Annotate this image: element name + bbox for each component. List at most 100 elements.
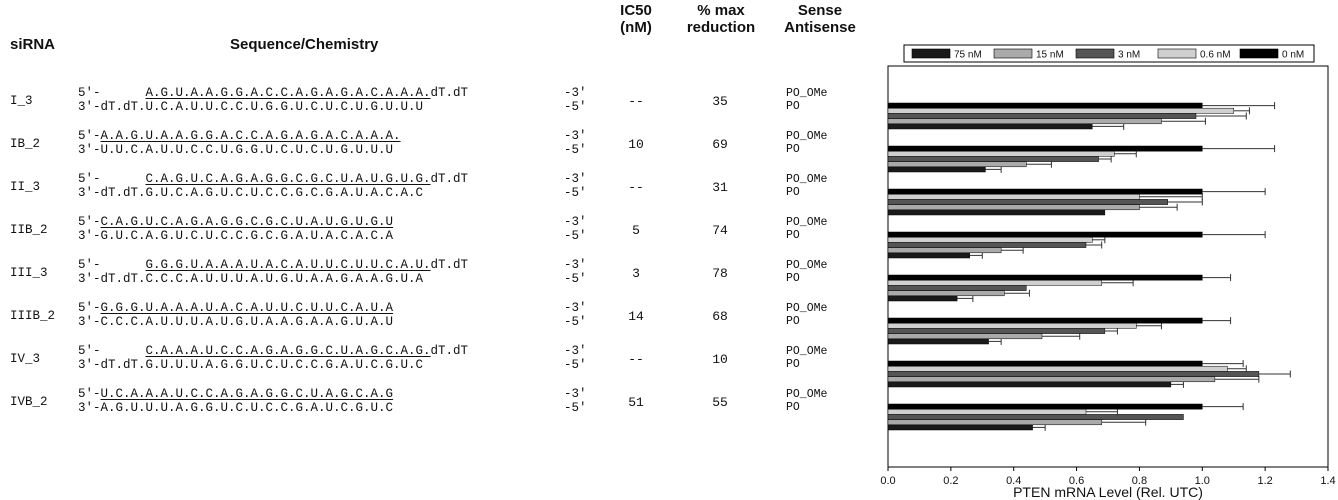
strand-end-5: -5'	[564, 229, 587, 243]
sense-sequence: C.A.G.U.C.A.G.A.G.G.C.G.C.U.A.U.G.U.G.	[145, 172, 431, 186]
legend-label: 0 nM	[1282, 50, 1304, 61]
sense-strand: A.A.G.U.A.A.G.G.A.C.C.A.G.A.G.A.C.A.A.A.	[101, 129, 401, 143]
ic50-value: 51	[628, 395, 644, 410]
header-sirna: siRNA	[10, 36, 56, 53]
strand-prefix-3: 3'-dT.dT.	[78, 186, 146, 200]
bar-75nM-II_3	[887, 209, 1106, 216]
header-max-reduction: % max reduction	[676, 2, 766, 36]
strand-prefix-5: 5'-	[78, 215, 101, 229]
bar-0nM-IVB_2	[887, 403, 1203, 410]
legend-swatch	[1239, 48, 1279, 59]
bar-06nM-IIIB_2	[887, 322, 1137, 329]
ic50-value: 10	[628, 137, 644, 152]
antisense-strand: C.C.C.A.U.U.U.A.U.G.U.A.A.G.A.A.G.U.A.U	[100, 315, 394, 329]
bar-0nM-IB_2	[887, 145, 1203, 152]
antisense-strand: G.U.U.U.A.G.G.U.C.U.C.C.G.A.U.C.G.U.C	[145, 358, 424, 372]
max-reduction-value: 35	[712, 94, 728, 109]
strand-prefix-5: 5'-	[78, 258, 101, 272]
header-maxred-line2: reduction	[686, 19, 756, 36]
bar-06nM-I_3	[887, 107, 1234, 114]
strand-end-3: -3'	[564, 258, 587, 272]
antisense-chemistry: PO	[786, 143, 800, 156]
strand-prefix-5: 5'-	[78, 172, 101, 186]
bar-15nM-III_3	[887, 290, 1005, 297]
ic50-value: 3	[632, 266, 640, 281]
max-reduction-value: 74	[712, 223, 728, 238]
bar-0nM-IV_3	[887, 360, 1203, 367]
antisense-chemistry: PO	[786, 186, 800, 199]
sense-chemistry: PO_OMe	[786, 345, 828, 358]
bar-75nM-IIB_2	[887, 252, 970, 259]
ic50-value: --	[628, 94, 644, 109]
sense-overhang: dT.dT	[430, 86, 469, 100]
strand-prefix-3: 3'-	[78, 401, 101, 415]
sense-sequence: G.G.G.U.A.A.A.U.A.C.A.U.U.C.U.U.C.A.U.A	[100, 301, 394, 315]
strand-prefix-5: 5'-	[78, 387, 101, 401]
sirna-name: IIIB_2	[10, 309, 56, 323]
antisense-strand: C.C.C.A.U.U.U.A.U.G.U.A.A.G.A.A.G.U.A	[145, 272, 424, 286]
strand-end-3: -3'	[564, 129, 587, 143]
sense-overhang: dT.dT	[430, 344, 469, 358]
strand-end-5: -5'	[564, 358, 587, 372]
bar-06nM-III_3	[887, 279, 1102, 286]
bar-0nM-II_3	[887, 188, 1203, 195]
bar-3nM-IIIB_2	[887, 328, 1106, 334]
sense-strand: U.C.A.A.A.U.C.C.A.G.A.G.G.C.U.A.G.C.A.G	[101, 387, 394, 401]
strand-prefix-3: 3'-dT.dT.	[78, 100, 146, 114]
legend-label: 0.6 nM	[1200, 50, 1231, 61]
antisense-chemistry: PO	[786, 401, 800, 414]
header-sense-line1: Sense	[797, 2, 843, 19]
antisense-chemistry: PO	[786, 315, 800, 328]
x-tick-label: 1.2	[1257, 475, 1272, 487]
strand-prefix-3: 3'-dT.dT.	[78, 272, 146, 286]
bar-3nM-IV_3	[887, 371, 1260, 377]
sense-sequence: C.A.A.A.U.C.C.A.G.A.G.G.C.U.A.G.C.A.G.	[145, 344, 431, 358]
sense-strand: C.A.G.U.C.A.G.A.G.G.C.G.C.U.A.U.G.U.G.U	[101, 215, 394, 229]
sirna-name: IIB_2	[10, 223, 48, 237]
strand-prefix-5: 5'-	[78, 86, 101, 100]
max-reduction-value: 55	[712, 395, 728, 410]
x-axis-label: PTEN mRNA Level (Rel. UTC)	[1013, 484, 1203, 500]
strand-end-5: -5'	[564, 100, 587, 114]
bar-15nM-I_3	[887, 118, 1162, 125]
sense-sequence: A.A.G.U.A.A.G.G.A.C.C.A.G.A.G.A.C.A.A.A.	[100, 129, 401, 143]
legend-swatch	[993, 48, 1033, 59]
bar-0nM-III_3	[887, 274, 1203, 281]
plot-frame	[887, 65, 1329, 468]
legend-label: 15 nM	[1036, 50, 1064, 61]
header-sense-line2: Antisense	[784, 19, 856, 36]
bar-15nM-IIB_2	[887, 247, 1002, 254]
sense-sequence: C.A.G.U.C.A.G.A.G.G.C.G.C.U.A.U.G.U.G.U	[100, 215, 394, 229]
strand-prefix-3: 3'-dT.dT.	[78, 358, 146, 372]
bar-75nM-I_3	[887, 123, 1093, 130]
strand-prefix-3: 3'-	[78, 315, 101, 329]
sirna-name: II_3	[10, 180, 41, 194]
sense-overhang: dT.dT	[430, 172, 469, 186]
strand-end-3: -3'	[564, 86, 587, 100]
legend-swatch	[1157, 48, 1197, 59]
legend-label: 75 nM	[954, 50, 982, 61]
strand-end-5: -5'	[564, 315, 587, 329]
bar-06nM-IV_3	[887, 365, 1228, 372]
ic50-value: --	[628, 352, 644, 367]
bar-0nM-IIIB_2	[887, 317, 1203, 324]
antisense-strand: U.U.C.A.U.U.C.C.U.G.G.U.C.U.C.U.G.U.U.U	[100, 143, 394, 157]
bar-75nM-IB_2	[887, 166, 986, 173]
bar-0nM-IIB_2	[887, 231, 1203, 238]
sense-strand: G.G.G.U.A.A.A.U.A.C.A.U.U.C.U.U.C.A.U.dT…	[146, 258, 469, 272]
strand-end-3: -3'	[564, 301, 587, 315]
bar-15nM-II_3	[887, 204, 1140, 211]
strand-end-3: -3'	[564, 387, 587, 401]
x-tick-label: 1.4	[1320, 475, 1335, 487]
sense-chemistry: PO_OMe	[786, 87, 828, 100]
sense-strand: C.A.G.U.C.A.G.A.G.G.C.G.C.U.A.U.G.U.G.dT…	[146, 172, 469, 186]
strand-end-5: -5'	[564, 272, 587, 286]
bar-15nM-IVB_2	[887, 419, 1102, 426]
ic50-value: 5	[632, 223, 640, 238]
x-tick-label: 0.8	[1132, 475, 1147, 487]
legend-label: 3 nM	[1118, 50, 1140, 61]
bar-06nM-IB_2	[887, 150, 1115, 157]
bar-3nM-IVB_2	[887, 414, 1184, 420]
bar-06nM-IIB_2	[887, 236, 1093, 243]
sirna-name: III_3	[10, 266, 48, 280]
